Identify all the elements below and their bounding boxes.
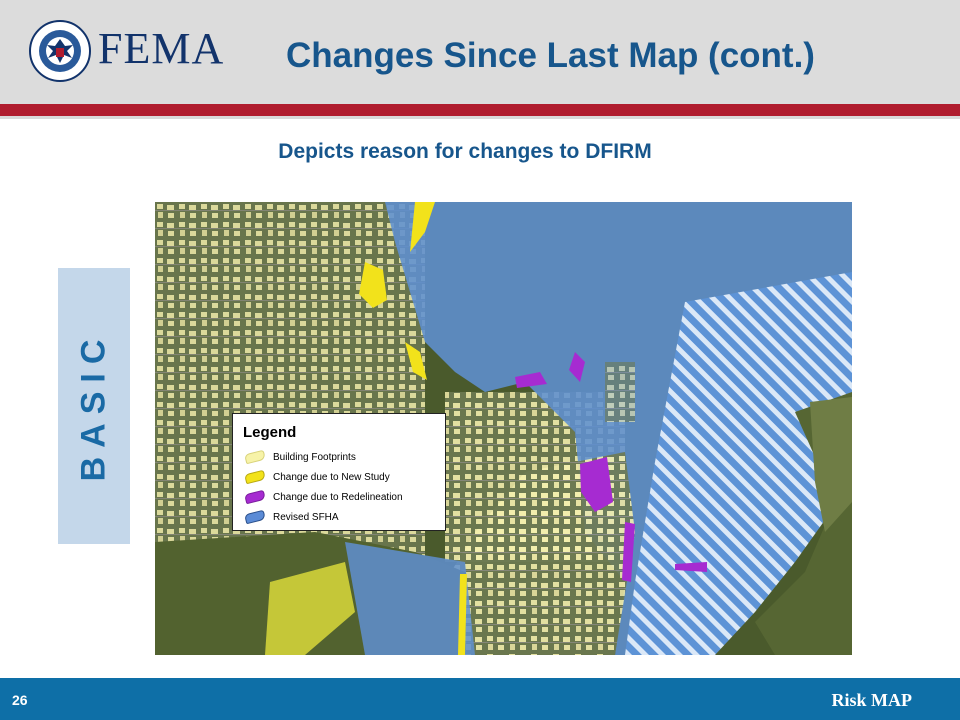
aerial-map bbox=[155, 202, 852, 655]
header-rule bbox=[0, 104, 960, 116]
footer-brand: Risk MAP bbox=[831, 690, 913, 710]
side-label: BASIC bbox=[74, 330, 113, 482]
fema-logo-text: FEMA bbox=[98, 24, 225, 73]
map-legend: Legend Building Footprints Change due to… bbox=[232, 413, 446, 531]
revised-sfha-swatch-icon bbox=[244, 509, 266, 525]
legend-label: Change due to Redelineation bbox=[273, 491, 403, 503]
slide-title: Changes Since Last Map (cont.) bbox=[286, 36, 815, 75]
building-footprint-swatch-icon bbox=[244, 449, 266, 465]
side-label-box bbox=[58, 268, 130, 544]
header-rule-light bbox=[0, 116, 960, 119]
legend-label: Revised SFHA bbox=[273, 511, 339, 523]
footer-bar bbox=[0, 678, 960, 720]
legend-label: Change due to New Study bbox=[273, 471, 390, 483]
dhs-seal-icon bbox=[29, 20, 91, 82]
legend-item-revised-sfha: Revised SFHA bbox=[244, 509, 339, 525]
page-number: 26 bbox=[12, 692, 28, 708]
slide-subtitle: Depicts reason for changes to DFIRM bbox=[278, 140, 652, 163]
legend-title: Legend bbox=[243, 424, 297, 441]
legend-item-building-footprints: Building Footprints bbox=[244, 449, 356, 465]
header-bar bbox=[0, 0, 960, 106]
redelineation-swatch-icon bbox=[244, 489, 266, 505]
legend-item-new-study: Change due to New Study bbox=[244, 469, 390, 485]
legend-item-redelineation: Change due to Redelineation bbox=[244, 489, 403, 505]
legend-label: Building Footprints bbox=[273, 451, 356, 463]
new-study-swatch-icon bbox=[244, 469, 266, 485]
